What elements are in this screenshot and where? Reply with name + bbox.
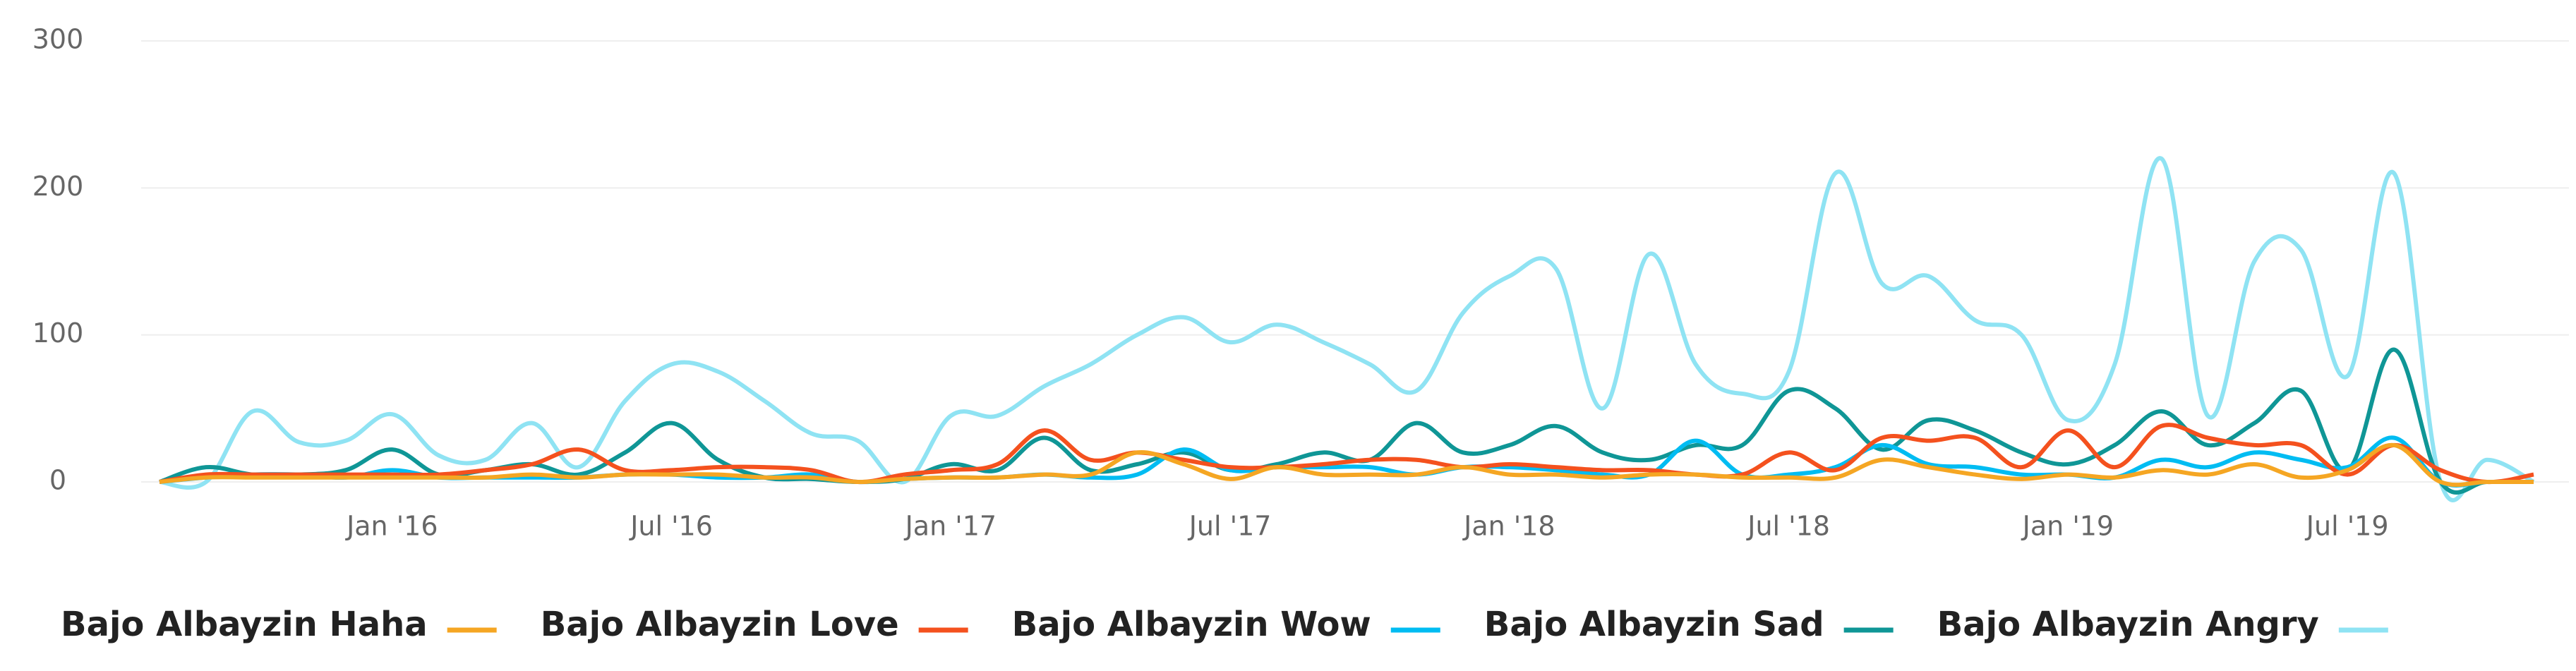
y-tick-label: 300: [32, 24, 84, 55]
x-tick-label: Jul '18: [1746, 511, 1830, 542]
x-tick-label: Jan '17: [904, 511, 997, 542]
series-line: [159, 347, 2534, 495]
series-line: [159, 423, 2534, 485]
x-tick-label: Jan '19: [2021, 511, 2114, 542]
x-tick-label: Jan '18: [1462, 511, 1555, 542]
x-tick-label: Jul '17: [1188, 511, 1272, 542]
series-line: [159, 156, 2535, 502]
x-tick-label: Jan '16: [345, 511, 438, 542]
legend-label: Bajo Albayzin Love: [541, 605, 899, 644]
y-tick-label: 200: [32, 171, 84, 202]
legend-label: Bajo Albayzin Sad: [1484, 605, 1824, 644]
series-line: [159, 442, 2534, 488]
legend-label: Bajo Albayzin Haha: [61, 605, 428, 644]
legend-label: Bajo Albayzin Wow: [1012, 605, 1371, 644]
y-tick-label: 0: [49, 465, 66, 496]
x-tick-label: Jul '16: [629, 511, 713, 542]
x-tick-label: Jul '19: [2305, 511, 2389, 542]
y-tick-label: 100: [32, 318, 84, 349]
legend-label: Bajo Albayzin Angry: [1937, 605, 2319, 644]
